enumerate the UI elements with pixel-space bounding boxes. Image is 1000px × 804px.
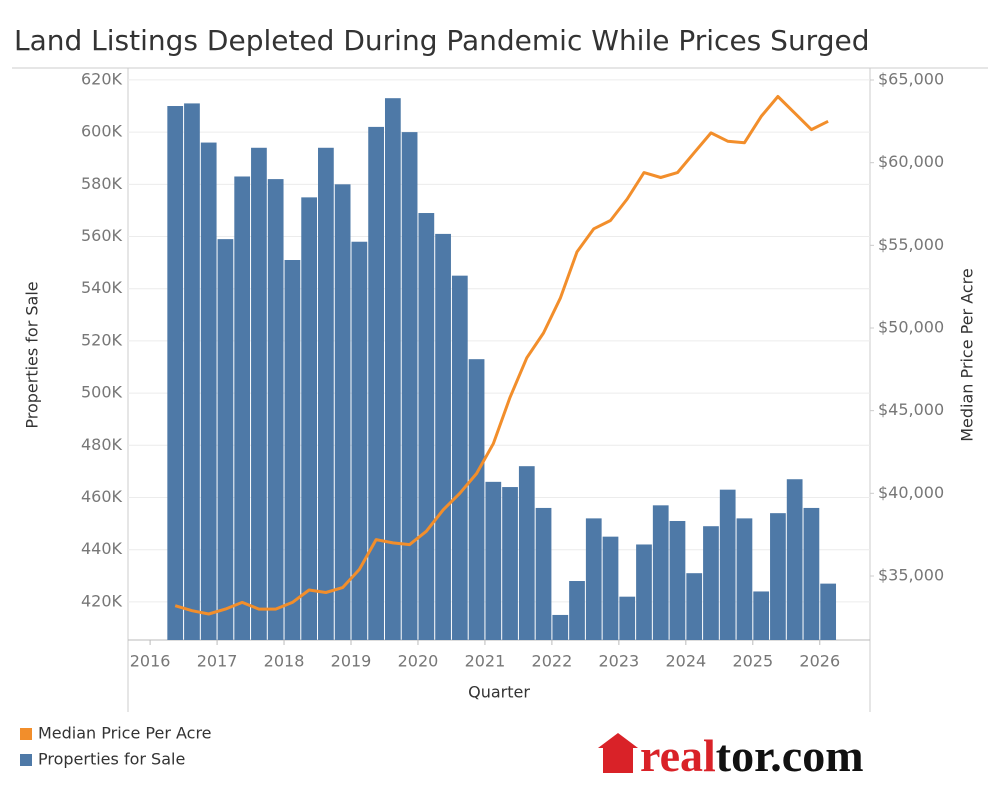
y-tick-label: 500K <box>81 383 123 402</box>
x-tick-label: 2021 <box>465 652 506 671</box>
x-axis-label: Quarter <box>468 683 530 702</box>
y-tick-label: 460K <box>81 487 123 506</box>
bar <box>267 179 284 641</box>
bar <box>351 241 368 640</box>
legend-label: Properties for Sale <box>38 750 185 769</box>
x-tick-label: 2016 <box>130 652 171 671</box>
x-tick-label: 2026 <box>799 652 840 671</box>
bar <box>719 489 736 640</box>
bar <box>284 260 301 640</box>
y-tick-label: 560K <box>81 226 123 245</box>
x-tick-label: 2020 <box>398 652 439 671</box>
bar <box>703 526 719 640</box>
x-tick-label: 2025 <box>732 652 773 671</box>
bar <box>435 233 451 640</box>
bar <box>485 481 502 640</box>
y2-axis-label: Median Price Per Acre <box>958 268 977 442</box>
legend-label: Median Price Per Acre <box>38 724 212 743</box>
logo-icon-roof <box>598 733 638 748</box>
bar <box>585 518 602 640</box>
chart-title: Land Listings Depleted During Pandemic W… <box>14 24 869 57</box>
logo: realtor.com <box>598 730 864 781</box>
y-axis-label: Properties for Sale <box>23 281 42 428</box>
bar <box>234 176 251 640</box>
bar <box>786 479 803 640</box>
bar <box>200 142 217 641</box>
bar <box>384 98 401 640</box>
bar <box>652 505 669 640</box>
bar <box>167 106 184 641</box>
line <box>174 95 829 616</box>
bar <box>569 581 585 640</box>
y2-tick-label: $40,000 <box>878 483 944 502</box>
bar <box>418 213 435 640</box>
bar <box>451 275 468 640</box>
y-tick-label: 520K <box>81 330 123 349</box>
bar <box>535 507 552 640</box>
bar-series <box>167 98 837 641</box>
bar <box>217 239 234 640</box>
bar <box>251 147 267 640</box>
y2-tick-label: $50,000 <box>878 317 944 336</box>
logo-part: tor.com <box>716 730 864 781</box>
bar <box>753 591 770 640</box>
bar <box>301 197 318 640</box>
y-tick-label: 580K <box>81 174 123 193</box>
bar <box>602 536 619 640</box>
x-tick-label: 2018 <box>264 652 305 671</box>
x-tick-label: 2022 <box>532 652 573 671</box>
logo-text: realtor.com <box>640 730 864 781</box>
bar <box>401 132 418 640</box>
bar <box>636 544 652 640</box>
y-tick-label: 620K <box>81 69 123 88</box>
bar <box>368 126 384 640</box>
bar <box>552 614 569 640</box>
x-tick-label: 2023 <box>599 652 640 671</box>
y2-tick-label: $60,000 <box>878 152 944 171</box>
y-tick-label: 420K <box>81 591 123 610</box>
y2-tick-label: $45,000 <box>878 400 944 419</box>
y2-tick-label: $35,000 <box>878 565 944 584</box>
y2-tick-label: $55,000 <box>878 235 944 254</box>
legend-swatch <box>20 754 32 766</box>
legend-swatch <box>20 728 32 740</box>
logo-icon <box>603 745 633 773</box>
bar <box>736 518 753 640</box>
y-tick-label: 440K <box>81 539 123 558</box>
bar <box>502 487 518 640</box>
bar <box>334 184 351 641</box>
x-tick-label: 2024 <box>665 652 706 671</box>
y-tick-label: 480K <box>81 435 123 454</box>
bar <box>770 513 786 640</box>
logo-part: real <box>640 730 716 781</box>
bar <box>468 359 485 640</box>
bar <box>318 147 334 640</box>
bar <box>803 507 820 640</box>
bar <box>820 583 837 640</box>
x-tick-label: 2019 <box>331 652 372 671</box>
y-tick-label: 540K <box>81 278 123 297</box>
bar <box>184 103 200 640</box>
bar <box>669 520 686 640</box>
x-tick-label: 2017 <box>197 652 238 671</box>
y2-tick-label: $65,000 <box>878 70 944 89</box>
bar <box>686 573 703 640</box>
bar <box>619 596 636 640</box>
bar <box>518 466 535 640</box>
y-tick-label: 600K <box>81 122 123 141</box>
